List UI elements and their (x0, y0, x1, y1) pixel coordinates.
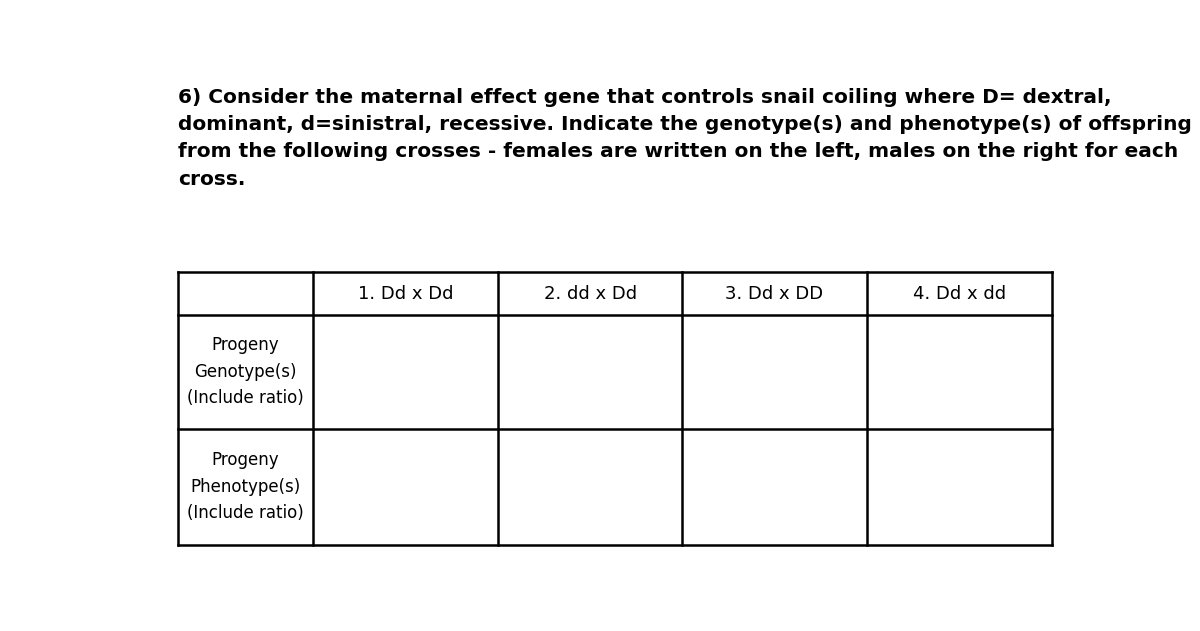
Text: 2. dd x Dd: 2. dd x Dd (544, 285, 637, 303)
Text: Progeny
Phenotype(s)
(Include ratio): Progeny Phenotype(s) (Include ratio) (187, 451, 304, 522)
Text: 4. Dd x dd: 4. Dd x dd (913, 285, 1006, 303)
Text: 1. Dd x Dd: 1. Dd x Dd (358, 285, 454, 303)
Text: 6) Consider the maternal effect gene that controls snail coiling where D= dextra: 6) Consider the maternal effect gene tha… (178, 88, 1192, 189)
Text: Progeny
Genotype(s)
(Include ratio): Progeny Genotype(s) (Include ratio) (187, 336, 304, 407)
Text: 3. Dd x DD: 3. Dd x DD (726, 285, 823, 303)
